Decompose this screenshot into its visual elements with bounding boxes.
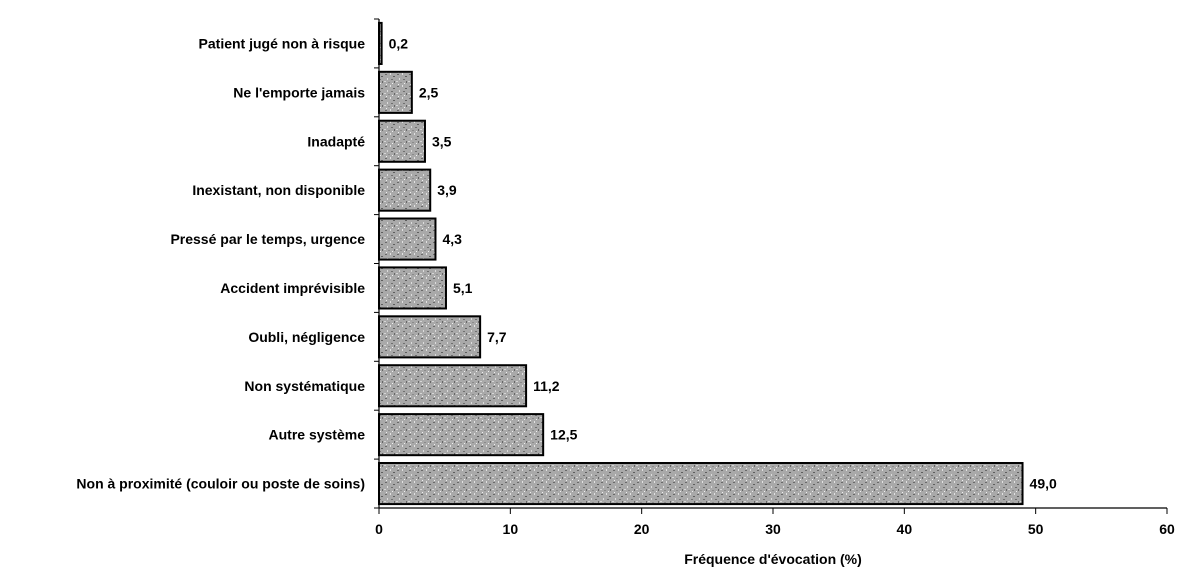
bar-7: [378, 364, 528, 408]
value-label-4: 4,3: [442, 231, 462, 247]
x-tick-label-4: 40: [897, 521, 913, 537]
x-tick-label-3: 30: [765, 521, 781, 537]
category-label-4: Pressé par le temps, urgence: [170, 231, 365, 247]
bar-1: [378, 70, 413, 114]
bars-layer: [378, 21, 1024, 506]
bar-2: [378, 119, 426, 163]
value-label-5: 5,1: [453, 280, 473, 296]
bar-6: [378, 315, 482, 359]
category-label-8: Autre système: [269, 427, 366, 443]
bar-5: [378, 266, 447, 310]
category-label-2: Inadapté: [307, 133, 365, 149]
bar-8: [378, 413, 545, 457]
value-label-8: 12,5: [550, 427, 577, 443]
category-label-7: Non systématique: [244, 378, 365, 394]
value-label-1: 2,5: [419, 84, 439, 100]
value-label-9: 49,0: [1030, 476, 1057, 492]
value-label-2: 3,5: [432, 133, 452, 149]
category-label-1: Ne l'emporte jamais: [233, 84, 365, 100]
value-label-7: 11,2: [533, 378, 560, 394]
category-label-5: Accident imprévisible: [220, 280, 365, 296]
x-tick-label-6: 60: [1159, 521, 1175, 537]
category-label-9: Non à proximité (couloir ou poste de soi…: [76, 476, 365, 492]
value-label-6: 7,7: [487, 329, 507, 345]
value-label-3: 3,9: [437, 182, 457, 198]
bar-9: [378, 462, 1024, 506]
x-tick-label-0: 0: [375, 521, 383, 537]
x-axis-title: Fréquence d'évocation (%): [684, 551, 862, 567]
bar-4: [378, 217, 437, 261]
labels-layer: Patient jugé non à risque 0,2 Ne l'emporte…: [76, 35, 1057, 491]
x-tick-label-5: 50: [1028, 521, 1044, 537]
value-label-0: 0,2: [389, 35, 409, 51]
category-label-3: Inexistant, non disponible: [192, 182, 365, 198]
x-tick-label-2: 20: [634, 521, 650, 537]
category-label-0: Patient jugé non à risque: [199, 35, 366, 51]
axes-layer: 0 10 20 30 40 50 60: [374, 18, 1175, 537]
category-label-6: Oubli, négligence: [248, 329, 365, 345]
x-tick-label-1: 10: [503, 521, 519, 537]
bar-3: [378, 168, 432, 212]
